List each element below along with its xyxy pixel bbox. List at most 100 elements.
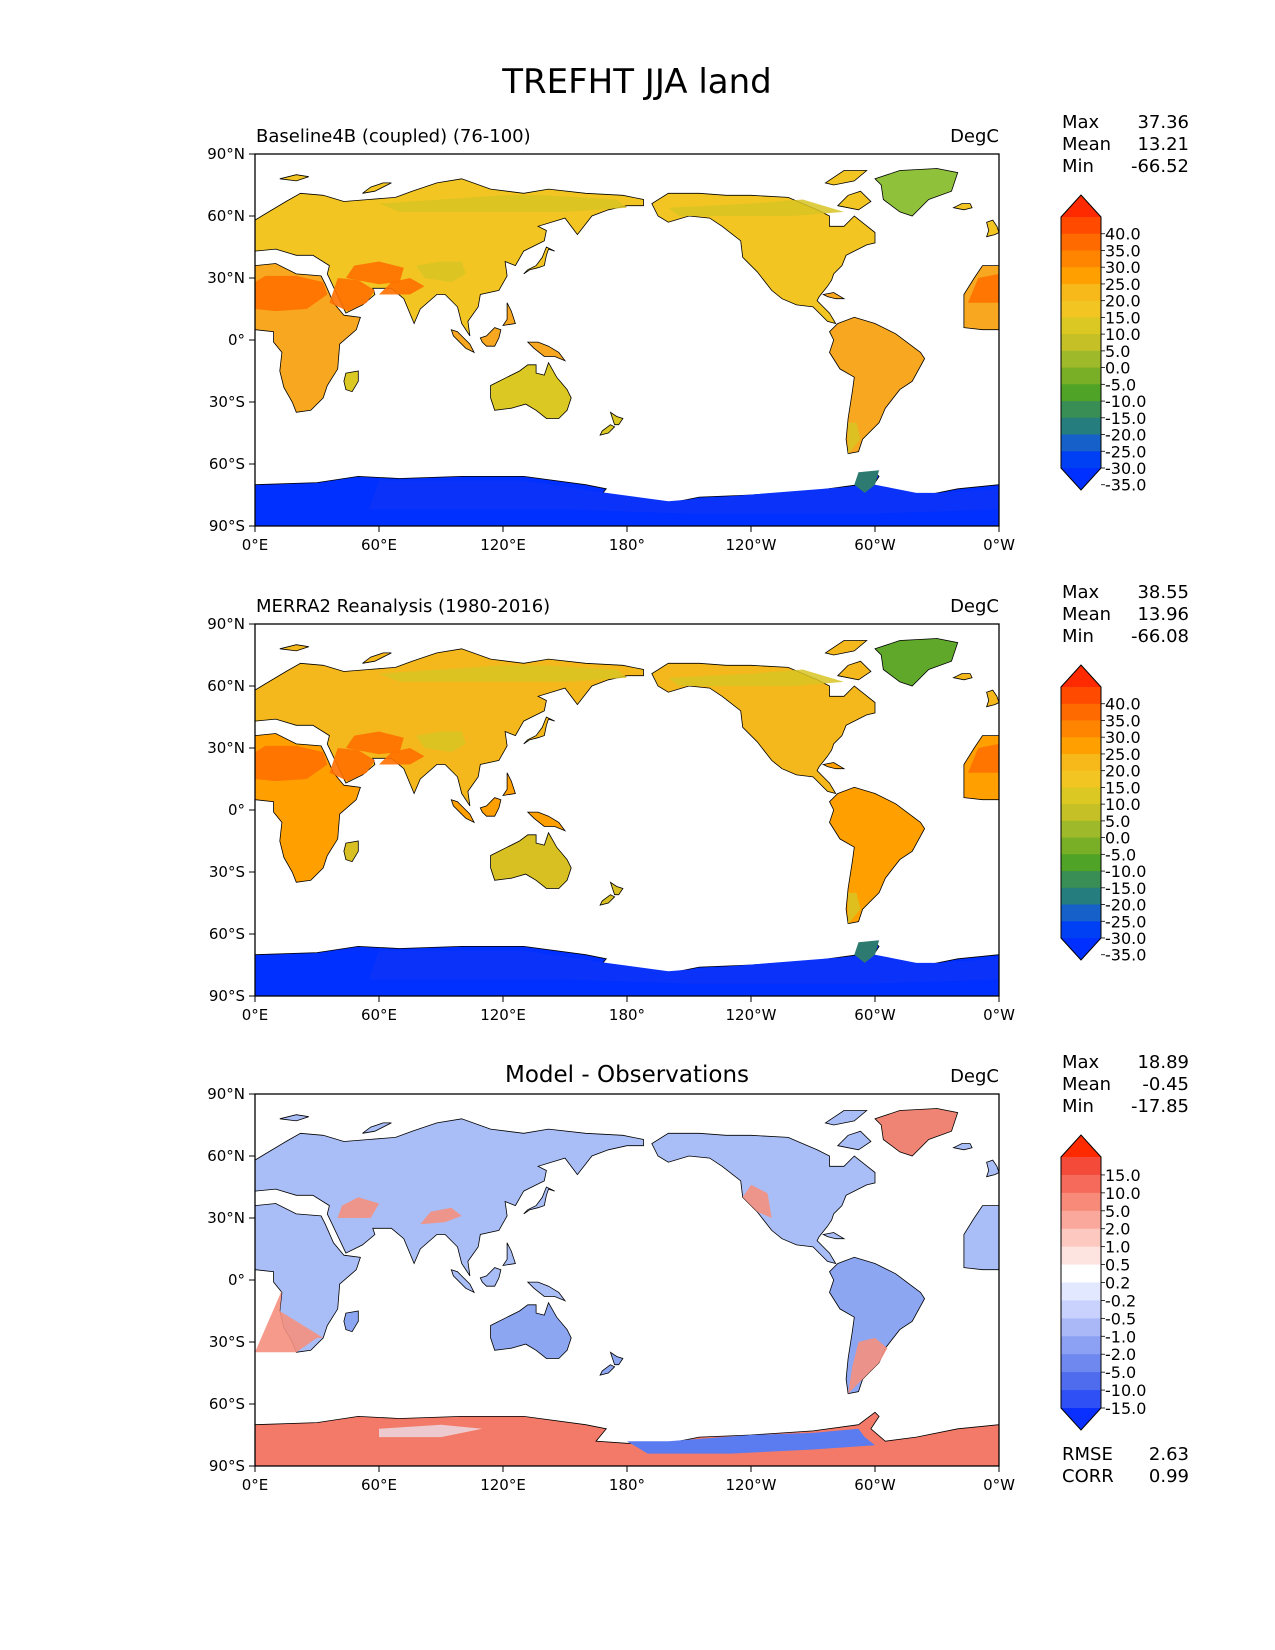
colorbar-tick-label: -15.0 [1105, 1399, 1146, 1418]
cool-region [416, 731, 466, 753]
colorbar-segment [1061, 233, 1101, 252]
panel-title: MERRA2 Reanalysis (1980-2016) [256, 596, 550, 617]
land-greenland [874, 1108, 959, 1157]
lat-tick-label: 60°S [209, 455, 245, 473]
land-newguinea [526, 1281, 567, 1302]
colorbar-segment [1061, 1336, 1101, 1355]
lon-tick-label: 0°W [983, 536, 1015, 554]
land-baffin [836, 1130, 872, 1151]
lon-tick-label: 60°E [361, 536, 397, 554]
lon-tick-label: 60°W [854, 536, 896, 554]
land-philippines [502, 1242, 516, 1267]
stat-value: -66.52 [1131, 156, 1189, 177]
stat-label: RMSE [1062, 1444, 1113, 1465]
map-diff [255, 1108, 999, 1466]
colorbar-segment [1061, 753, 1101, 772]
hot-region [379, 278, 425, 295]
stat-label: Min [1062, 626, 1094, 647]
cool-region [416, 261, 466, 283]
colorbar-tick-label: -2.0 [1105, 1345, 1136, 1364]
colorbar-segment [1061, 703, 1101, 722]
cool-region [668, 669, 844, 686]
lat-tick-label: 60°S [209, 1395, 245, 1413]
colorbar-tick-label: 0.0 [1105, 359, 1130, 378]
colorbar-extend-min [1061, 1408, 1101, 1430]
cool-region [379, 195, 627, 212]
land-ellesmere [824, 640, 868, 656]
lat-tick-label: 90°N [207, 1085, 245, 1103]
stat-value: 0.99 [1149, 1466, 1189, 1487]
colorbar-segment [1061, 837, 1101, 855]
colorbar-segment [1061, 250, 1101, 268]
colorbar-tick-label: 40.0 [1105, 225, 1141, 244]
warm-bias-region [337, 1197, 379, 1218]
colorbar-tick-label: 10.0 [1105, 1184, 1141, 1203]
lon-tick-label: 180° [609, 1476, 645, 1494]
land-ellesmere [824, 170, 868, 186]
colorbar-segment [1061, 401, 1101, 419]
colorbar-segment [1061, 1282, 1101, 1302]
lat-tick-label: 60°N [207, 1147, 245, 1165]
antarctic-peninsula [854, 470, 880, 493]
colorbar-segment [1061, 1264, 1101, 1284]
land-greenland [874, 168, 959, 217]
colorbar-tick-label: -30.0 [1105, 929, 1146, 948]
map-model [255, 168, 999, 526]
lon-tick-label: 0°E [242, 1476, 269, 1494]
land-japan [523, 1186, 555, 1215]
colorbar-tick-label: -0.5 [1105, 1309, 1136, 1328]
colorbar-segment [1061, 1354, 1101, 1373]
hot-region [379, 748, 425, 765]
colorbar-segment [1061, 854, 1101, 872]
colorbar-model: 40.035.030.025.020.015.010.05.00.0-5.0-1… [1060, 194, 1146, 495]
colorbar-segment [1061, 317, 1101, 335]
lat-tick-label: 0° [228, 331, 245, 349]
stat-label: Mean [1062, 134, 1111, 155]
land-australia [490, 831, 572, 889]
lat-tick-label: 60°S [209, 925, 245, 943]
land-nzsouth [599, 424, 616, 436]
antarctic-interior [368, 480, 999, 514]
colorbar-tick-label: 30.0 [1105, 728, 1141, 747]
colorbar-tick-label: 35.0 [1105, 241, 1141, 260]
colorbar-tick-label: 1.0 [1105, 1238, 1130, 1257]
stat-value: 37.36 [1137, 112, 1189, 133]
lon-tick-label: 120°W [726, 1006, 777, 1024]
colorbar-tick-label: 15.0 [1105, 1166, 1141, 1185]
colorbar-segment [1061, 720, 1101, 738]
land-cuba [822, 762, 846, 770]
lat-tick-label: 30°N [207, 269, 245, 287]
colorbar-tick-label: 20.0 [1105, 762, 1141, 781]
lat-tick-label: 60°N [207, 677, 245, 695]
land-iceland [952, 1143, 973, 1151]
panel-units: DegC [950, 126, 999, 147]
land-westAfrica [963, 1205, 999, 1271]
colorbar-extend-max [1061, 1135, 1101, 1157]
land-newzealand [609, 411, 624, 426]
colorbar-tick-label: 20.0 [1105, 292, 1141, 311]
stat-label: CORR [1062, 1466, 1114, 1487]
panel-obs: 90°N 60°N 30°N 0° 30°S 60°S 90°S0°E 60°E 120°E 18… [207, 582, 1189, 1024]
colorbar-tick-label: -10.0 [1105, 1381, 1146, 1400]
lon-tick-label: 60°E [361, 1006, 397, 1024]
colorbar-tick-label: -5.0 [1105, 375, 1136, 394]
lon-tick-label: 0°W [983, 1006, 1015, 1024]
land-cuba [822, 1232, 846, 1240]
stat-value: 13.96 [1137, 604, 1189, 625]
land-newzealand [609, 881, 624, 896]
land-madagascar [343, 840, 359, 863]
land-svalbard [279, 644, 309, 652]
lat-tick-label: 0° [228, 1271, 245, 1289]
land-japan [523, 716, 555, 745]
cold-bias-region [627, 1428, 875, 1454]
colorbar-tick-label: 5.0 [1105, 812, 1130, 831]
lon-tick-label: 60°W [854, 1476, 896, 1494]
land-borneo [479, 327, 502, 347]
lon-tick-label: 180° [609, 1006, 645, 1024]
land-samerica [829, 316, 926, 455]
colorbar-segment [1061, 687, 1101, 705]
stat-value: 38.55 [1137, 582, 1189, 603]
hot-region [968, 743, 999, 773]
antarctic-interior [368, 950, 999, 984]
